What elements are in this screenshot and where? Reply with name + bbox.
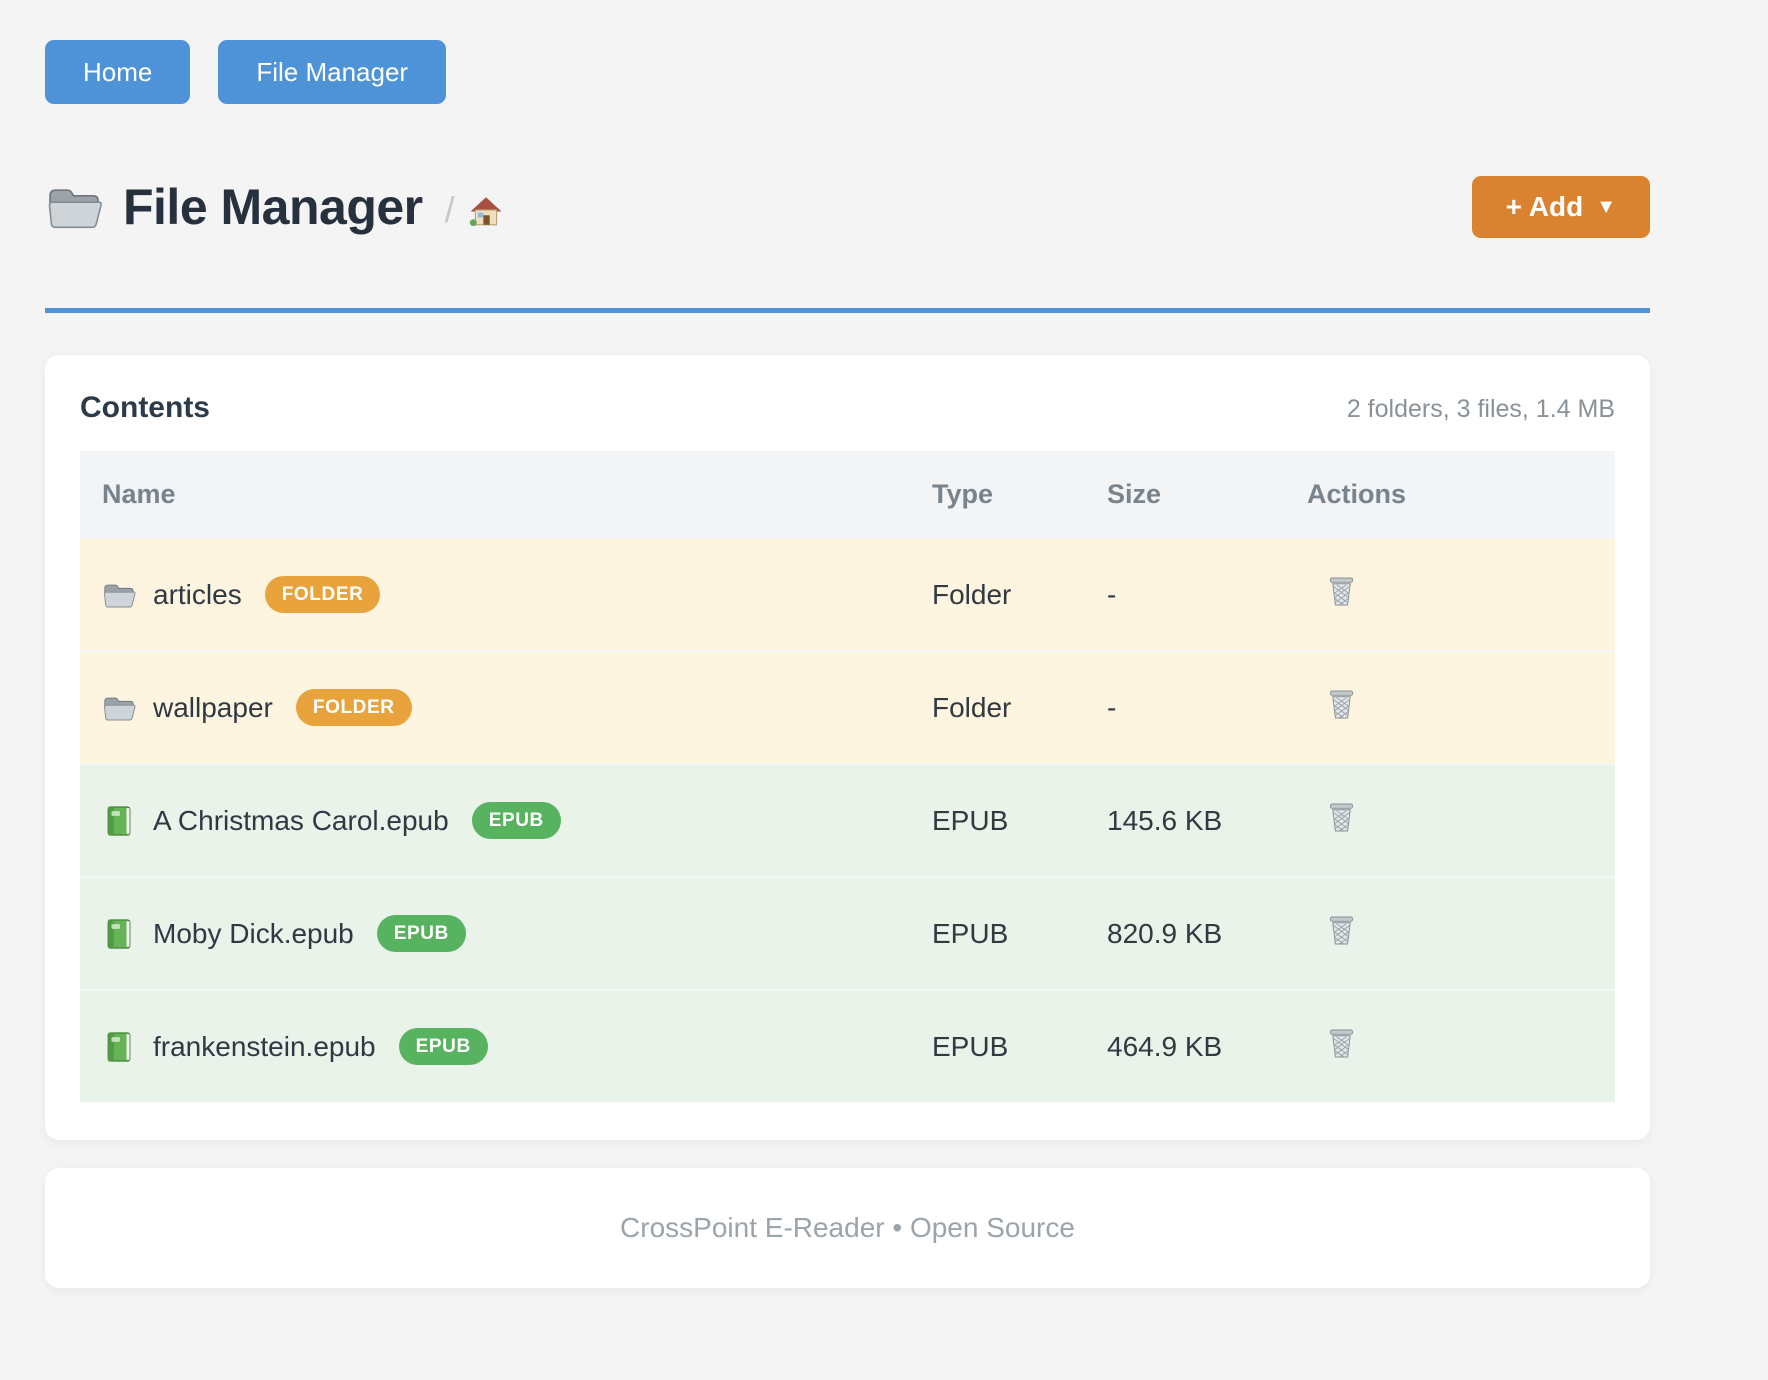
item-name[interactable]: A Christmas Carol.epub xyxy=(153,804,449,836)
type-badge: EPUB xyxy=(376,915,466,952)
folder-icon xyxy=(45,183,103,231)
trash-icon xyxy=(1327,1027,1356,1060)
book-icon xyxy=(102,918,136,950)
footer: CrossPoint E-Reader • Open Source xyxy=(45,1168,1650,1288)
column-header-type: Type xyxy=(910,451,1085,538)
page-title: File Manager xyxy=(123,179,423,235)
delete-button[interactable] xyxy=(1327,1027,1356,1060)
type-badge: FOLDER xyxy=(264,576,381,613)
page: Home File Manager File Manager / + Add ▼… xyxy=(45,0,1650,1288)
footer-text: CrossPoint E-Reader • Open Source xyxy=(620,1212,1075,1243)
caret-down-icon: ▼ xyxy=(1596,196,1616,218)
contents-title: Contents xyxy=(80,391,210,424)
table-row[interactable]: A Christmas Carol.epub EPUB EPUB 145.6 K… xyxy=(80,763,1615,877)
column-header-actions: Actions xyxy=(1285,451,1615,538)
breadcrumb-separator: / xyxy=(444,189,455,230)
type-cell: EPUB xyxy=(910,989,1085,1102)
top-nav: Home File Manager xyxy=(45,0,1650,104)
delete-button[interactable] xyxy=(1327,914,1356,947)
item-name[interactable]: frankenstein.epub xyxy=(153,1030,376,1062)
title-underline xyxy=(45,308,1650,313)
nav-button-home[interactable]: Home xyxy=(45,40,191,104)
delete-button[interactable] xyxy=(1327,688,1356,721)
table-row[interactable]: articles FOLDER Folder - xyxy=(80,537,1615,651)
size-cell: - xyxy=(1085,650,1285,764)
add-button-label: + Add xyxy=(1505,191,1584,222)
table-row[interactable]: Moby Dick.epub EPUB EPUB 820.9 KB xyxy=(80,876,1615,990)
table-row[interactable]: wallpaper FOLDER Folder - xyxy=(80,650,1615,764)
title-group: File Manager / xyxy=(45,178,503,236)
trash-icon xyxy=(1327,801,1356,834)
trash-icon xyxy=(1327,575,1356,608)
add-button[interactable]: + Add ▼ xyxy=(1471,176,1650,238)
trash-icon xyxy=(1327,688,1356,721)
delete-button[interactable] xyxy=(1327,575,1356,608)
type-badge: EPUB xyxy=(471,802,561,839)
contents-card-header: Contents 2 folders, 3 files, 1.4 MB xyxy=(80,391,1615,425)
type-cell: EPUB xyxy=(910,763,1085,877)
book-icon xyxy=(102,805,136,837)
folder-icon xyxy=(102,692,136,724)
size-cell: 820.9 KB xyxy=(1085,876,1285,990)
nav-button-file-manager[interactable]: File Manager xyxy=(218,40,447,104)
page-header: File Manager / + Add ▼ xyxy=(45,176,1650,238)
type-cell: Folder xyxy=(910,650,1085,764)
folder-icon xyxy=(102,579,136,611)
delete-button[interactable] xyxy=(1327,801,1356,834)
size-cell: 145.6 KB xyxy=(1085,763,1285,877)
type-cell: Folder xyxy=(910,537,1085,651)
home-icon[interactable] xyxy=(469,195,503,227)
size-cell: 464.9 KB xyxy=(1085,989,1285,1102)
type-badge: FOLDER xyxy=(295,689,412,726)
table-header-row: Name Type Size Actions xyxy=(80,451,1615,538)
column-header-name: Name xyxy=(80,451,910,538)
size-cell: - xyxy=(1085,537,1285,651)
trash-icon xyxy=(1327,914,1356,947)
files-table: Name Type Size Actions articles FOLDER xyxy=(80,451,1615,1102)
type-badge: EPUB xyxy=(398,1028,488,1065)
type-cell: EPUB xyxy=(910,876,1085,990)
contents-summary: 2 folders, 3 files, 1.4 MB xyxy=(1346,395,1615,423)
book-icon xyxy=(102,1031,136,1063)
item-name[interactable]: wallpaper xyxy=(153,691,273,723)
item-name[interactable]: Moby Dick.epub xyxy=(153,917,354,949)
item-name[interactable]: articles xyxy=(153,578,242,610)
column-header-size: Size xyxy=(1085,451,1285,538)
contents-card: Contents 2 folders, 3 files, 1.4 MB Name… xyxy=(45,355,1650,1140)
table-row[interactable]: frankenstein.epub EPUB EPUB 464.9 KB xyxy=(80,989,1615,1102)
